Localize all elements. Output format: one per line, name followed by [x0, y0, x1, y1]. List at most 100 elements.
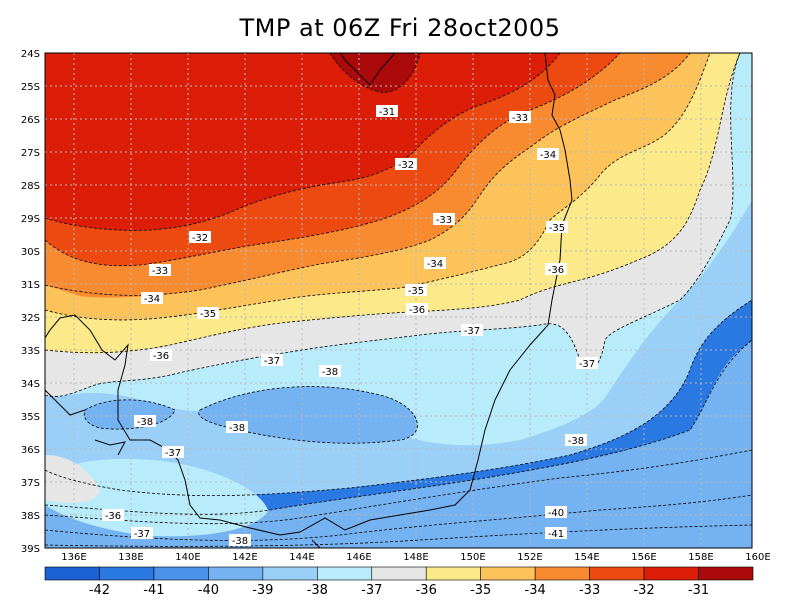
- contour-label: -34: [141, 292, 163, 305]
- contour-label: -40: [545, 506, 567, 519]
- contour-label: -37: [461, 324, 483, 337]
- lat-tick-label: 35S: [21, 412, 40, 423]
- contour-label: -37: [162, 446, 184, 459]
- lat-tick-label: 33S: [21, 346, 40, 357]
- lat-tick-label: 31S: [21, 280, 40, 291]
- lon-tick-label: 146E: [346, 552, 371, 563]
- svg-text:-38: -38: [568, 436, 584, 447]
- contour-label: -38: [229, 534, 251, 547]
- colorbar-labels: -42 -41 -40 -39 -38 -37 -36 -35 -34 -33 -32 -31: [89, 583, 709, 598]
- lat-tick-label: 27S: [21, 148, 40, 159]
- contour-label: -35: [405, 284, 427, 297]
- colorbar-swatch: [153, 566, 209, 581]
- colorbar: [44, 566, 754, 581]
- contour-label: -38: [565, 434, 587, 447]
- colorbar-label: -35: [470, 583, 491, 598]
- colorbar-label: -38: [307, 583, 328, 598]
- svg-text:-32: -32: [192, 233, 208, 244]
- contour-lines: [45, 53, 752, 547]
- lat-tick-label: 39S: [21, 544, 40, 555]
- colorbar-label: -32: [633, 583, 654, 598]
- lat-tick-label: 36S: [21, 445, 40, 456]
- lon-tick-label: 154E: [574, 552, 599, 563]
- svg-text:-38: -38: [232, 536, 248, 547]
- svg-text:-36: -36: [548, 265, 564, 276]
- lon-tick-label: 158E: [688, 552, 713, 563]
- band-minus-38: [45, 340, 752, 548]
- lon-tick-label: 150E: [460, 552, 485, 563]
- svg-text:-36: -36: [105, 511, 121, 522]
- lat-tick-label: 34S: [21, 379, 40, 390]
- colorbar-swatch: [317, 566, 373, 581]
- filled-contours: [45, 53, 752, 548]
- contour-label: -37: [131, 527, 153, 540]
- contour-label: -35: [197, 307, 219, 320]
- plot-frame: [44, 52, 753, 549]
- lon-tick-label: 152E: [517, 552, 542, 563]
- svg-text:-38: -38: [229, 423, 245, 434]
- contour-label: -36: [102, 509, 124, 522]
- band-minus-38-lobe2: [198, 386, 418, 444]
- svg-text:-34: -34: [144, 294, 160, 305]
- map-title: TMP at 06Z Fri 28oct2005: [239, 14, 561, 42]
- colorbar-label: -42: [89, 583, 110, 598]
- lat-tick-label: 26S: [21, 115, 40, 126]
- svg-text:-41: -41: [548, 529, 564, 540]
- contour-label: -38: [134, 415, 156, 428]
- colorbar-label: -31: [688, 583, 709, 598]
- contour-label: -33: [509, 111, 531, 124]
- colorbar-swatch: [208, 566, 264, 581]
- svg-text:-40: -40: [548, 508, 564, 519]
- svg-text:-37: -37: [165, 448, 181, 459]
- svg-text:-38: -38: [322, 367, 338, 378]
- lat-tick-label: 24S: [21, 49, 40, 60]
- lon-tick-label: 138E: [118, 552, 143, 563]
- contour-label: -34: [537, 148, 559, 161]
- contour-label: -36: [406, 303, 428, 316]
- longitude-axis: 136E 138E 140E 142E 144E 146E 148E 150E 152E 154E…: [61, 552, 770, 563]
- svg-text:-34: -34: [427, 259, 443, 270]
- lon-tick-label: 160E: [745, 552, 770, 563]
- colorbar-label: -37: [361, 583, 382, 598]
- colorbar-swatch: [99, 566, 155, 581]
- svg-text:-38: -38: [137, 417, 153, 428]
- colorbar-swatch: [534, 566, 590, 581]
- lat-tick-label: 30S: [21, 247, 40, 258]
- colorbar-label: -33: [579, 583, 600, 598]
- colorbar-swatch: [262, 566, 318, 581]
- colorbar-swatch: [698, 566, 754, 581]
- contour-label: -35: [546, 221, 568, 234]
- svg-text:-35: -35: [200, 309, 216, 320]
- lon-tick-label: 142E: [232, 552, 257, 563]
- contour-label: -32: [189, 231, 211, 244]
- svg-text:-37: -37: [264, 356, 280, 367]
- colorbar-label: -34: [525, 583, 546, 598]
- svg-text:-32: -32: [398, 160, 414, 171]
- colorbar-swatch: [371, 566, 427, 581]
- svg-text:-33: -33: [436, 215, 452, 226]
- lon-tick-label: 156E: [631, 552, 656, 563]
- coastline: [45, 53, 573, 548]
- svg-text:-36: -36: [153, 351, 169, 362]
- contour-label: -37: [261, 354, 283, 367]
- band-minus-29: [330, 53, 420, 93]
- contour-label: -36: [545, 263, 567, 276]
- contour-label: -32: [395, 158, 417, 171]
- svg-text:-35: -35: [549, 223, 565, 234]
- band-minus-36-lobe: [45, 458, 268, 537]
- contour-label: -41: [545, 527, 567, 540]
- svg-text:-33: -33: [512, 113, 528, 124]
- lat-tick-label: 25S: [21, 82, 40, 93]
- lon-tick-label: 140E: [175, 552, 200, 563]
- contour-label: -33: [433, 213, 455, 226]
- lat-tick-label: 28S: [21, 181, 40, 192]
- contour-label: -34: [424, 257, 446, 270]
- svg-text:-36: -36: [409, 305, 425, 316]
- contour-label: -37: [576, 357, 598, 370]
- latitude-axis: 24S 25S 26S 27S 28S 29S 30S 31S 32S 33S 34S 35S 36S 3…: [21, 49, 40, 555]
- contour-label: -38: [226, 421, 248, 434]
- colorbar-swatch: [44, 566, 100, 581]
- svg-text:-33: -33: [152, 266, 168, 277]
- colorbar-label: -40: [198, 583, 219, 598]
